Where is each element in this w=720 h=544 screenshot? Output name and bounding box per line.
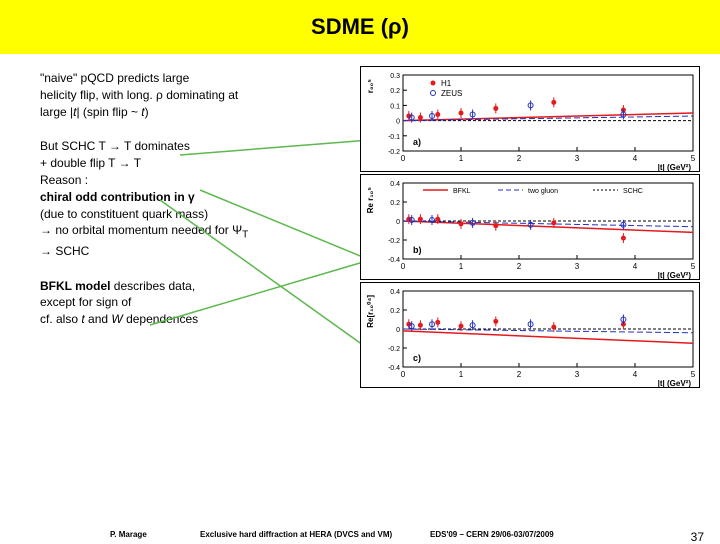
svg-text:b): b) — [413, 245, 422, 255]
p1-l1: "naive" pQCD predicts large — [40, 70, 340, 87]
svg-text:5: 5 — [691, 154, 696, 163]
svg-text:-0.2: -0.2 — [388, 149, 400, 156]
p2-l2: + double flip T → T — [40, 155, 340, 172]
footer-right: EDS'09 – CERN 29/06-03/07/2009 — [430, 530, 554, 539]
svg-text:3: 3 — [575, 370, 580, 379]
svg-text:0.4: 0.4 — [390, 181, 400, 188]
svg-text:c): c) — [413, 353, 421, 363]
title-bar: SDME (ρ) — [0, 0, 720, 54]
svg-text:Re[r₁₀⁰⁴]: Re[r₁₀⁰⁴] — [366, 295, 375, 328]
svg-text:4: 4 — [633, 154, 638, 163]
p2-l4: chiral odd contribution in γ — [40, 189, 340, 206]
svg-text:|t| (GeV²): |t| (GeV²) — [658, 379, 692, 387]
svg-text:0: 0 — [401, 154, 406, 163]
para-1: "naive" pQCD predicts large helicity fli… — [40, 70, 340, 120]
p3-l3: cf. also t and W dependences — [40, 311, 340, 328]
footer-author: P. Marage — [110, 530, 147, 539]
footer-mid: Exclusive hard diffraction at HERA (DVCS… — [200, 530, 392, 539]
svg-text:0: 0 — [396, 219, 400, 226]
svg-text:5: 5 — [691, 262, 696, 271]
svg-text:-0.2: -0.2 — [388, 238, 400, 245]
p1-l3: large |t| (spin flip ~ t) — [40, 104, 340, 121]
page-number: 37 — [691, 530, 704, 544]
para-2: But SCHC T → T dominates + double flip T… — [40, 138, 340, 259]
para-3: BFKL model describes data, except for si… — [40, 278, 340, 328]
svg-text:-0.4: -0.4 — [388, 257, 400, 264]
svg-text:0: 0 — [396, 327, 400, 334]
svg-text:1: 1 — [459, 154, 464, 163]
svg-text:|t| (GeV²): |t| (GeV²) — [658, 271, 692, 279]
svg-text:3: 3 — [575, 154, 580, 163]
svg-text:|t| (GeV²): |t| (GeV²) — [658, 163, 692, 171]
svg-text:0: 0 — [396, 119, 400, 126]
svg-text:2: 2 — [517, 370, 522, 379]
svg-text:3: 3 — [575, 262, 580, 271]
svg-text:0.4: 0.4 — [390, 289, 400, 296]
svg-text:0: 0 — [401, 262, 406, 271]
svg-text:5: 5 — [691, 370, 696, 379]
p3-l1: BFKL model describes data, — [40, 278, 340, 295]
chart-c: 0 1 2 3 4 5 0.4 0.2 0 -0.2 -0.4 |t| (GeV²) Re[r₁₀⁰⁴]… — [360, 282, 700, 388]
svg-text:0.1: 0.1 — [390, 103, 400, 110]
svg-text:0.2: 0.2 — [390, 200, 400, 207]
svg-text:2: 2 — [517, 154, 522, 163]
svg-text:4: 4 — [633, 370, 638, 379]
p2-l3: Reason : — [40, 172, 340, 189]
svg-text:-0.1: -0.1 — [388, 134, 400, 141]
charts-column: 0 1 2 3 4 5 0.3 0.2 0.1 0 -0.1 -0.2 |t| (GeV²) r₀₀⁵ a)… — [360, 66, 700, 390]
svg-text:ZEUS: ZEUS — [441, 89, 462, 98]
p1-l2: helicity flip, with long. ρ dominating a… — [40, 87, 340, 104]
svg-text:-0.4: -0.4 — [388, 365, 400, 372]
p3-l2: except for sign of — [40, 294, 340, 311]
p2-l6: → no orbital momentum needed for ΨT — [40, 222, 340, 242]
p2-l7: → SCHC — [40, 243, 340, 260]
p2-l5: (due to constituent quark mass) — [40, 206, 340, 223]
svg-text:0.2: 0.2 — [390, 88, 400, 95]
svg-text:H1: H1 — [441, 79, 452, 88]
svg-text:r₀₀⁵: r₀₀⁵ — [366, 79, 375, 93]
svg-text:0.3: 0.3 — [390, 73, 400, 80]
svg-text:0.2: 0.2 — [390, 308, 400, 315]
svg-text:-0.2: -0.2 — [388, 346, 400, 353]
svg-text:0: 0 — [401, 370, 406, 379]
svg-text:1: 1 — [459, 370, 464, 379]
svg-text:a): a) — [413, 137, 421, 147]
chart-a: 0 1 2 3 4 5 0.3 0.2 0.1 0 -0.1 -0.2 |t| (GeV²) r₀₀⁵ a)… — [360, 66, 700, 172]
text-content: "naive" pQCD predicts large helicity fli… — [40, 70, 340, 346]
page-title: SDME (ρ) — [311, 14, 409, 40]
svg-text:4: 4 — [633, 262, 638, 271]
svg-text:2: 2 — [517, 262, 522, 271]
chart-b: 0 1 2 3 4 5 0.4 0.2 0 -0.2 -0.4 |t| (GeV²) Re r₁₀⁵ b)… — [360, 174, 700, 280]
svg-text:two gluon: two gluon — [528, 188, 558, 195]
svg-text:SCHC: SCHC — [623, 188, 643, 195]
svg-text:Re r₁₀⁵: Re r₁₀⁵ — [366, 187, 375, 213]
svg-text:1: 1 — [459, 262, 464, 271]
svg-text:BFKL: BFKL — [453, 188, 471, 195]
p2-l1: But SCHC T → T dominates — [40, 138, 340, 155]
